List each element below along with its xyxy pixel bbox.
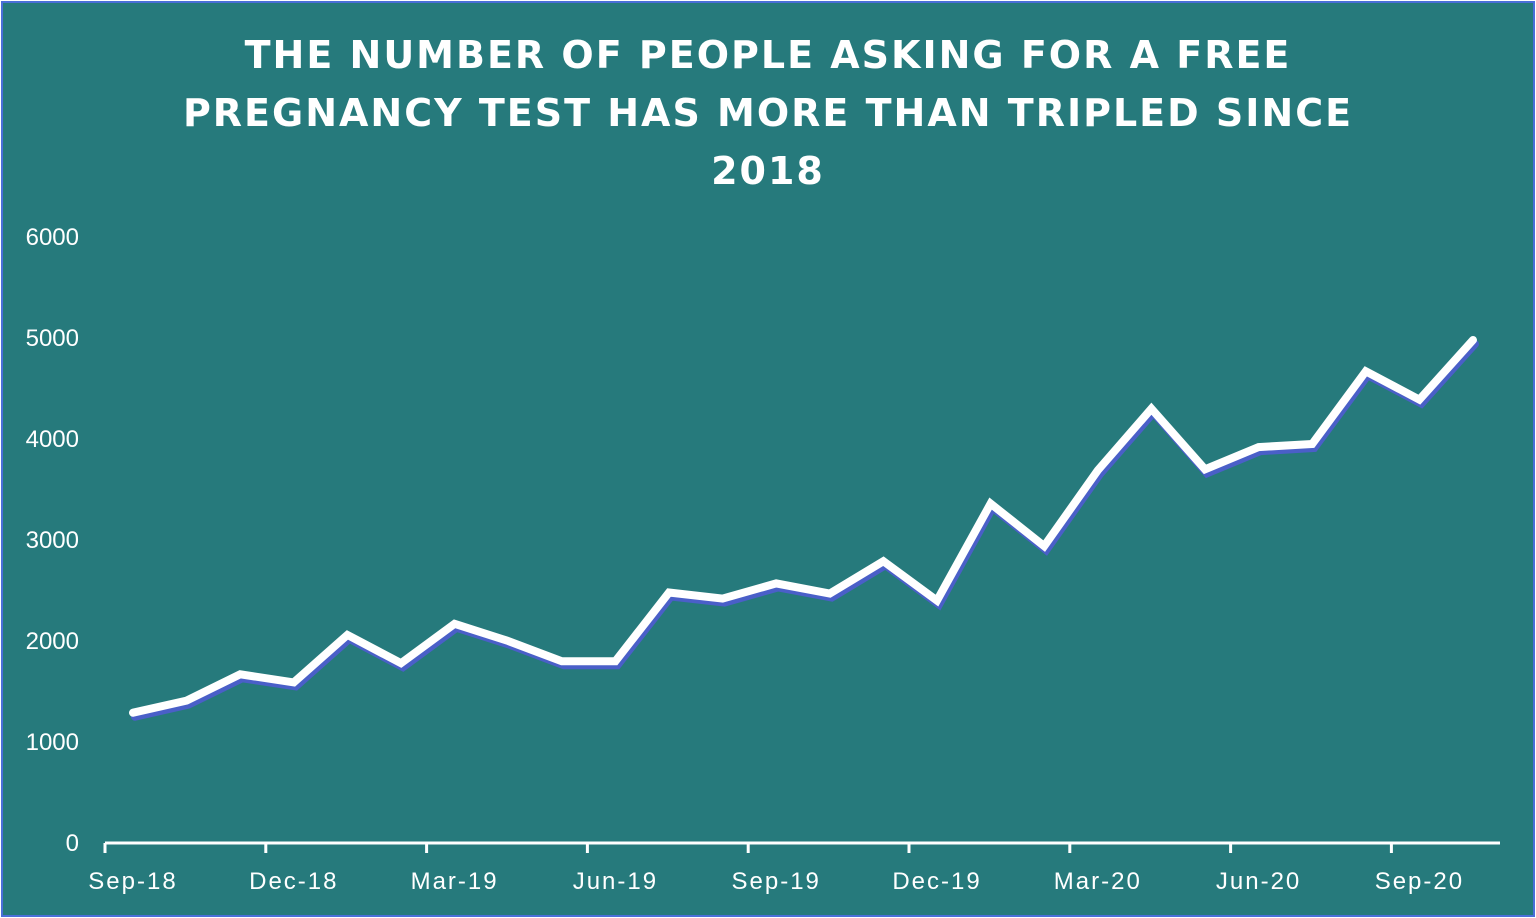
data-point xyxy=(879,557,887,565)
chart-title-line-1: THE NUMBER OF PEOPLE ASKING FOR A FREE xyxy=(244,33,1292,77)
data-point xyxy=(290,678,298,686)
data-point xyxy=(504,637,512,645)
y-tick-label: 6000 xyxy=(26,224,79,251)
data-point xyxy=(933,597,941,605)
x-tick-label: Sep-20 xyxy=(1375,868,1464,895)
data-point xyxy=(1040,542,1048,550)
x-tick-label: Dec-18 xyxy=(249,868,338,895)
data-point xyxy=(343,631,351,639)
y-tick-label: 1000 xyxy=(26,729,79,756)
data-point xyxy=(183,697,191,705)
data-point xyxy=(1147,405,1155,413)
data-point xyxy=(1201,465,1209,473)
data-point xyxy=(397,659,405,667)
data-point xyxy=(987,500,995,508)
chart-title: THE NUMBER OF PEOPLE ASKING FOR A FREE P… xyxy=(0,26,1536,200)
y-tick-label: 5000 xyxy=(26,325,79,352)
series-line-shadow xyxy=(131,340,1479,721)
x-tick-label: Mar-20 xyxy=(1054,868,1142,895)
data-point xyxy=(1362,367,1370,375)
data-point xyxy=(719,595,727,603)
x-tick-label: Sep-18 xyxy=(88,868,177,895)
x-axis: Sep-18 Dec-18 Mar-19 Jun-19 Sep-19 Dec-19 Mar-… xyxy=(88,841,1500,895)
data-point xyxy=(1469,336,1477,344)
chart-title-line-2: PREGNANCY TEST HAS MORE THAN TRIPLED SIN… xyxy=(182,91,1354,135)
x-tick-label: Jun-20 xyxy=(1216,868,1301,895)
x-tick-label: Jun-19 xyxy=(573,868,658,895)
data-point xyxy=(1255,443,1263,451)
series-line xyxy=(129,336,1477,717)
series-layer xyxy=(129,336,1479,721)
data-point xyxy=(1308,440,1316,448)
y-tick-label: 2000 xyxy=(26,628,79,655)
chart-title-line-3: 2018 xyxy=(711,149,825,193)
data-point xyxy=(772,579,780,587)
data-point xyxy=(129,709,137,717)
data-point xyxy=(611,657,619,665)
y-tick-label: 4000 xyxy=(26,426,79,453)
data-point xyxy=(451,620,459,628)
data-point xyxy=(665,589,673,597)
x-tick-label: Mar-19 xyxy=(411,868,499,895)
y-tick-label: 0 xyxy=(66,830,79,857)
data-point xyxy=(826,590,834,598)
data-point xyxy=(1094,466,1102,474)
data-point xyxy=(236,670,244,678)
x-tick-label: Dec-19 xyxy=(892,868,981,895)
data-point xyxy=(558,657,566,665)
x-tick-label: Sep-19 xyxy=(732,868,821,895)
y-axis: 0 1000 2000 3000 4000 5000 6000 xyxy=(26,224,79,857)
data-point xyxy=(1415,396,1423,404)
y-tick-label: 3000 xyxy=(26,527,79,554)
